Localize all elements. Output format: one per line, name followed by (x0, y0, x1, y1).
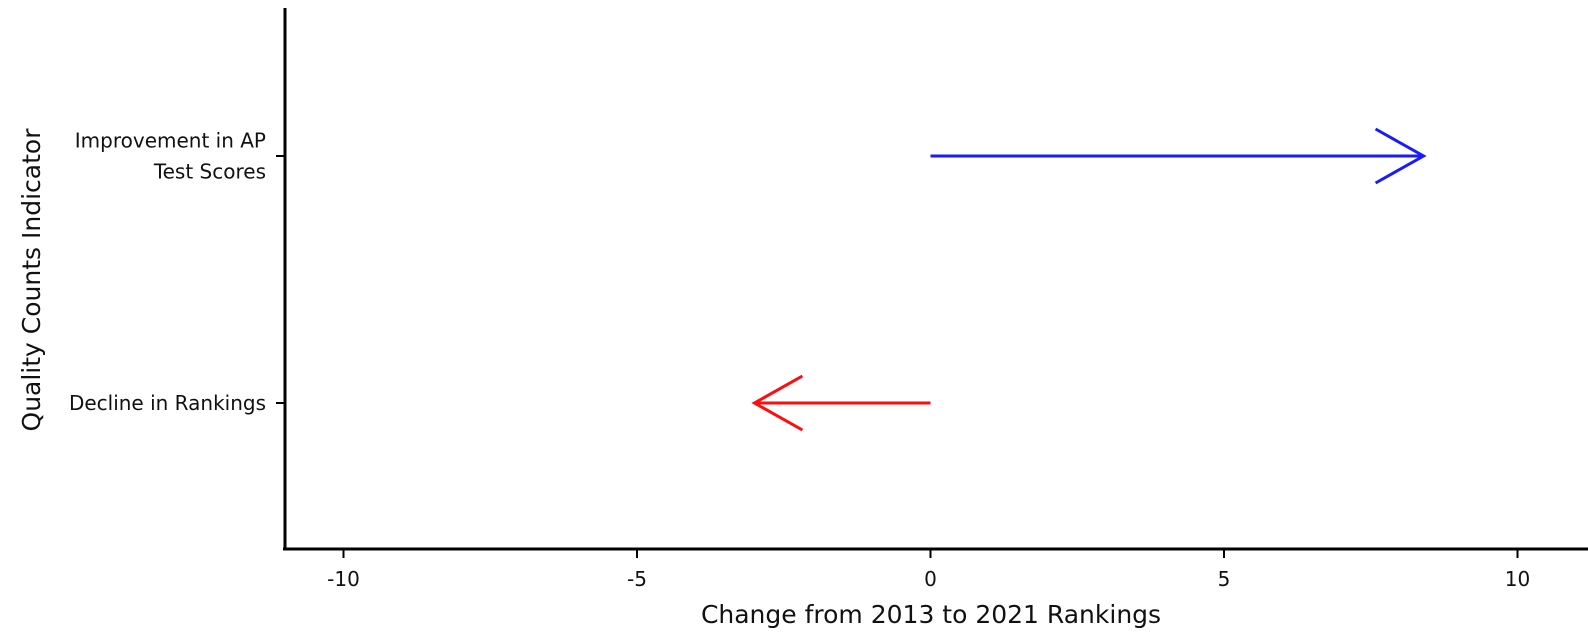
y-tick-label: Test Scores (153, 160, 266, 184)
chart-marks: -10 -5 0 5 10 Improvement in AP Test Scores Dec… (69, 127, 1530, 591)
arrow-head (1374, 127, 1427, 185)
x-tick-label: -10 (327, 567, 360, 591)
x-tick-label: 0 (924, 567, 937, 591)
x-tick-label: -5 (627, 567, 647, 591)
arrow-head (751, 374, 804, 432)
y-tick-label: Decline in Rankings (69, 391, 266, 415)
x-tick-label: 5 (1218, 567, 1231, 591)
x-tick-label: 10 (1505, 567, 1530, 591)
y-axis-title: Quality Counts Indicator (17, 128, 46, 432)
y-tick-label: Improvement in AP (75, 129, 266, 153)
x-axis-title: Change from 2013 to 2021 Rankings (701, 600, 1161, 629)
